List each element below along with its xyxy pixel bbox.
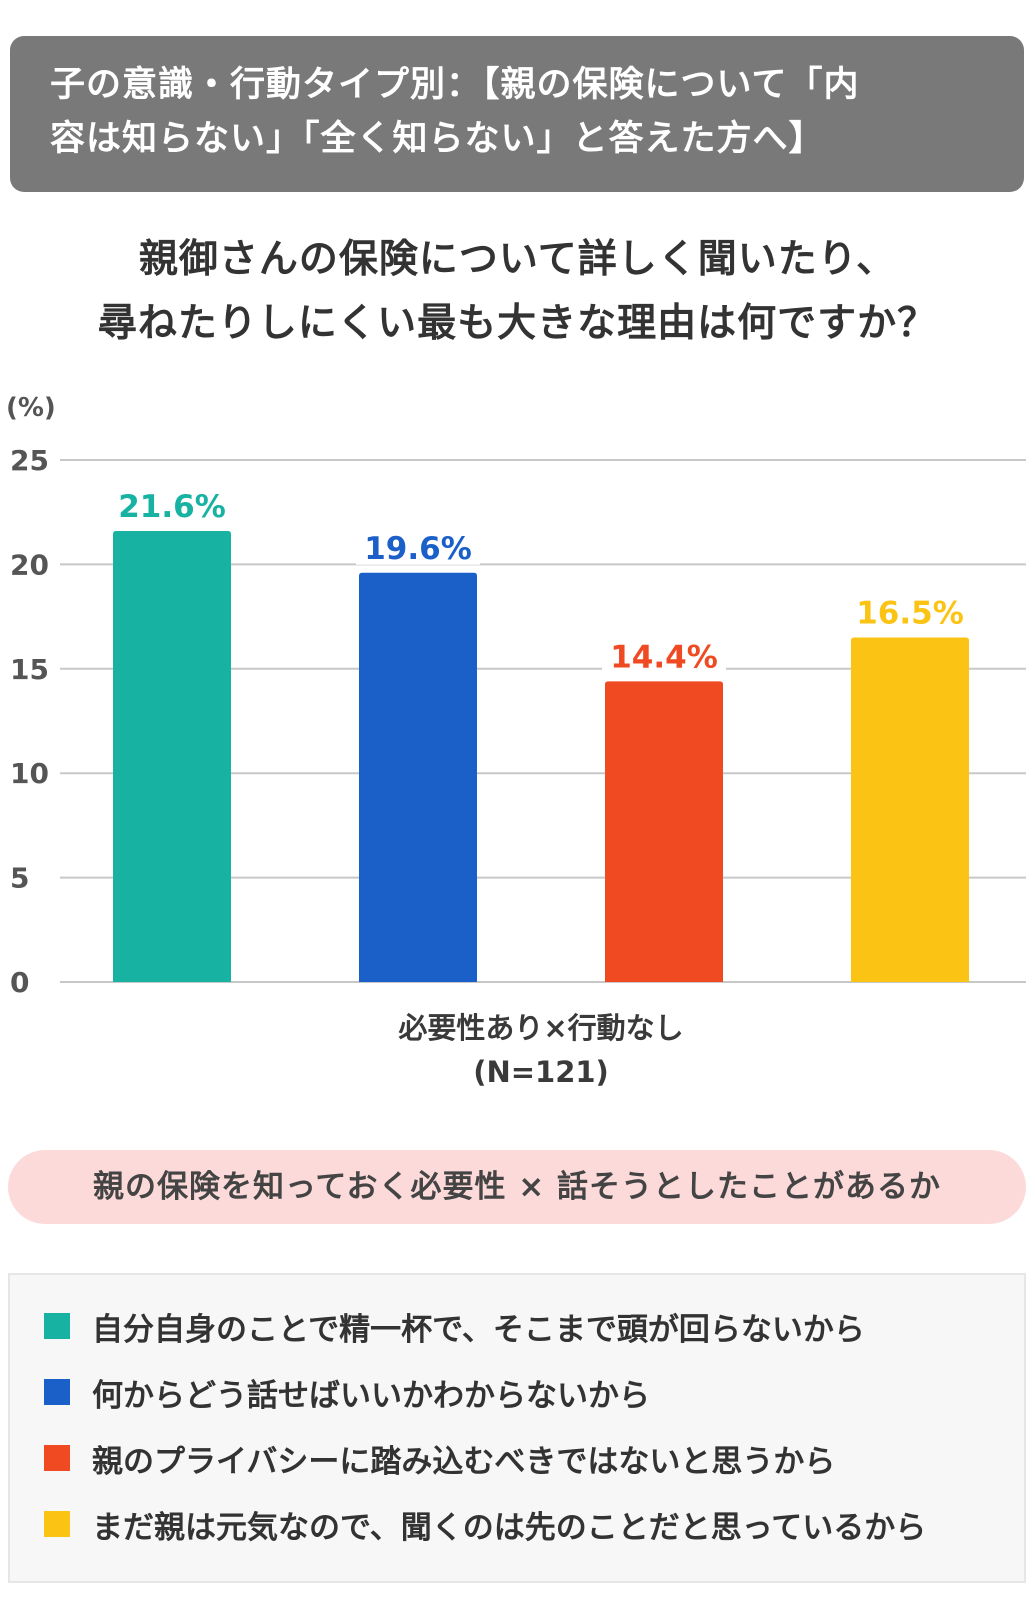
bar [113, 530, 231, 982]
value-label-bg [356, 524, 480, 565]
legend: 自分自身のことで精一杯で、そこまで頭が回らないから 何からどう話せばいいかわからな… [8, 1273, 1026, 1583]
title-banner: 子の意識・行動タイプ別：【親の保険について「内 容は知らない」「全く知らない」と… [10, 36, 1024, 192]
value-label-bg [110, 482, 234, 523]
bar-chart: (%) 0 5 10 15 20 25 21.6% 19.6% 14.4% 16.5% 必要性あり×行… [6, 393, 1026, 1089]
y-unit-label: (%) [6, 393, 56, 423]
legend-label: まだ親は元気なので、聞くのは先のことだと思っているから [92, 1509, 927, 1546]
banner-line-2: 容は知らない」「全く知らない」と答えた方へ】 [50, 119, 825, 159]
category-label: 必要性あり×行動なし [398, 1011, 683, 1045]
y-tick-label: 10 [10, 757, 49, 790]
bar-value-label: 14.4% [610, 639, 718, 675]
legend-item: 自分自身のことで精一杯で、そこまで頭が回らないから [44, 1293, 1024, 1359]
category-sample-size: (N=121) [473, 1055, 609, 1089]
y-tick-label: 15 [10, 653, 49, 686]
bar-value-label: 21.6% [118, 489, 226, 525]
bar-value-label: 19.6% [364, 531, 472, 567]
y-tick-label: 5 [10, 862, 29, 895]
legend-label: 自分自身のことで精一杯で、そこまで頭が回らないから [92, 1311, 865, 1348]
legend-swatch [44, 1313, 70, 1339]
value-label-bg [602, 633, 726, 674]
bar [605, 681, 723, 982]
banner-line-1: 子の意識・行動タイプ別：【親の保険について「内 [50, 65, 860, 105]
legend-swatch [44, 1379, 70, 1405]
legend-item: まだ親は元気なので、聞くのは先のことだと思っているから [44, 1491, 1024, 1557]
legend-item: 何からどう話せばいいかわからないから [44, 1359, 1024, 1425]
bar-value-label: 16.5% [856, 595, 964, 631]
legend-item: 親のプライバシーに踏み込むべきではないと思うから [44, 1425, 1024, 1491]
y-tick-label: 20 [10, 548, 49, 581]
y-tick-label: 25 [10, 444, 49, 477]
legend-swatch [44, 1511, 70, 1537]
legend-label: 何からどう話せばいいかわからないから [92, 1377, 650, 1414]
y-tick-label: 0 [10, 966, 29, 999]
question-line-2: 尋ねたりしにくい最も大きな理由は何ですか？ [97, 301, 938, 346]
segment-label-pill: 親の保険を知っておく必要性 × 話そうとしたことがあるか [8, 1150, 1026, 1224]
question-line-1: 親御さんの保険について詳しく聞いたり、 [138, 237, 897, 282]
bar [851, 637, 969, 982]
legend-swatch [44, 1445, 70, 1471]
bar [359, 572, 477, 982]
legend-label: 親のプライバシーに踏み込むべきではないと思うから [92, 1443, 836, 1480]
chart-question: 親御さんの保険について詳しく聞いたり、 尋ねたりしにくい最も大きな理由は何ですか… [0, 228, 1035, 356]
value-label-bg [848, 589, 972, 630]
